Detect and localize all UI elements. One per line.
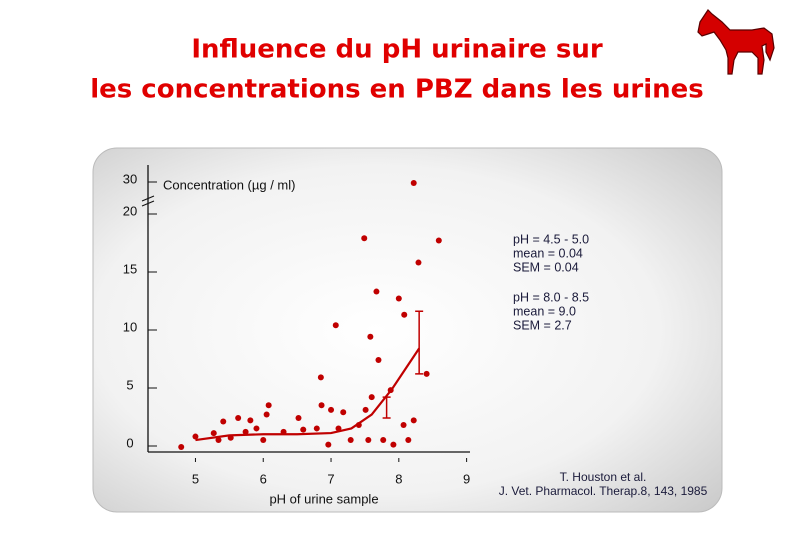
citation: J. Vet. Pharmacol. Therap.8, 143, 1985 [499, 484, 708, 498]
x-tick-label: 8 [395, 471, 402, 486]
data-point [318, 402, 325, 409]
horse-icon [697, 9, 775, 75]
data-point [410, 180, 417, 186]
data-point [415, 259, 422, 266]
data-point [401, 311, 408, 318]
x-axis-label: pH of urine sample [269, 491, 378, 506]
data-point [375, 357, 382, 363]
data-point [368, 394, 375, 401]
chart-panel [92, 147, 723, 513]
citation: T. Houston et al. [560, 470, 647, 484]
error-bar [382, 396, 391, 419]
data-point [317, 374, 324, 381]
data-point [178, 444, 185, 450]
y-tick-label: 30 [123, 171, 137, 186]
data-point [300, 426, 307, 433]
y-tick-label: 20 [123, 203, 137, 218]
data-point [365, 437, 372, 444]
data-point [332, 322, 339, 329]
data-point [410, 417, 417, 424]
data-point [210, 430, 217, 437]
axis-break [141, 200, 155, 207]
data-point [400, 421, 407, 428]
annotation: mean = 0.04 [513, 246, 583, 260]
y-tick-label: 0 [126, 435, 133, 450]
data-point [362, 406, 369, 413]
annotation: mean = 9.0 [513, 304, 576, 318]
data-point [405, 437, 412, 444]
data-point [295, 415, 302, 421]
data-point [265, 402, 272, 409]
annotation: SEM = 0.04 [513, 260, 579, 274]
data-point [313, 425, 320, 432]
data-point [395, 295, 402, 302]
y-tick-label: 5 [126, 377, 133, 392]
title-line: Influence du pH urinaire sur [191, 35, 603, 65]
title-line: les concentrations en PBZ dans les urine… [90, 75, 704, 105]
y-axis-label: Concentration (µg / ml) [163, 177, 295, 192]
data-point [253, 425, 260, 432]
x-tick-label: 9 [463, 471, 470, 486]
annotation: pH = 4.5 - 5.0 [513, 232, 589, 246]
data-point [192, 433, 199, 440]
data-point [260, 437, 267, 444]
data-point [220, 418, 227, 425]
x-tick-label: 6 [260, 471, 267, 486]
data-point [235, 415, 242, 421]
annotation: pH = 8.0 - 8.5 [513, 290, 589, 304]
data-point [263, 411, 270, 418]
data-point [242, 428, 249, 435]
data-point [247, 417, 254, 424]
data-point [347, 437, 354, 444]
x-tick-label: 5 [192, 471, 199, 486]
data-point [215, 437, 222, 444]
data-point [325, 441, 332, 448]
data-point [435, 237, 442, 244]
y-tick-label: 15 [123, 261, 137, 276]
data-point [367, 333, 374, 340]
data-point [340, 409, 347, 416]
x-tick-label: 7 [327, 471, 334, 486]
data-point [380, 437, 387, 444]
data-point [373, 288, 380, 295]
data-point [390, 441, 397, 448]
y-tick-label: 10 [123, 319, 137, 334]
data-point [328, 406, 335, 413]
axis-break [141, 195, 155, 202]
data-point [423, 370, 430, 377]
error-bar [415, 310, 424, 375]
data-point [361, 235, 368, 242]
annotation: SEM = 2.7 [513, 318, 572, 332]
